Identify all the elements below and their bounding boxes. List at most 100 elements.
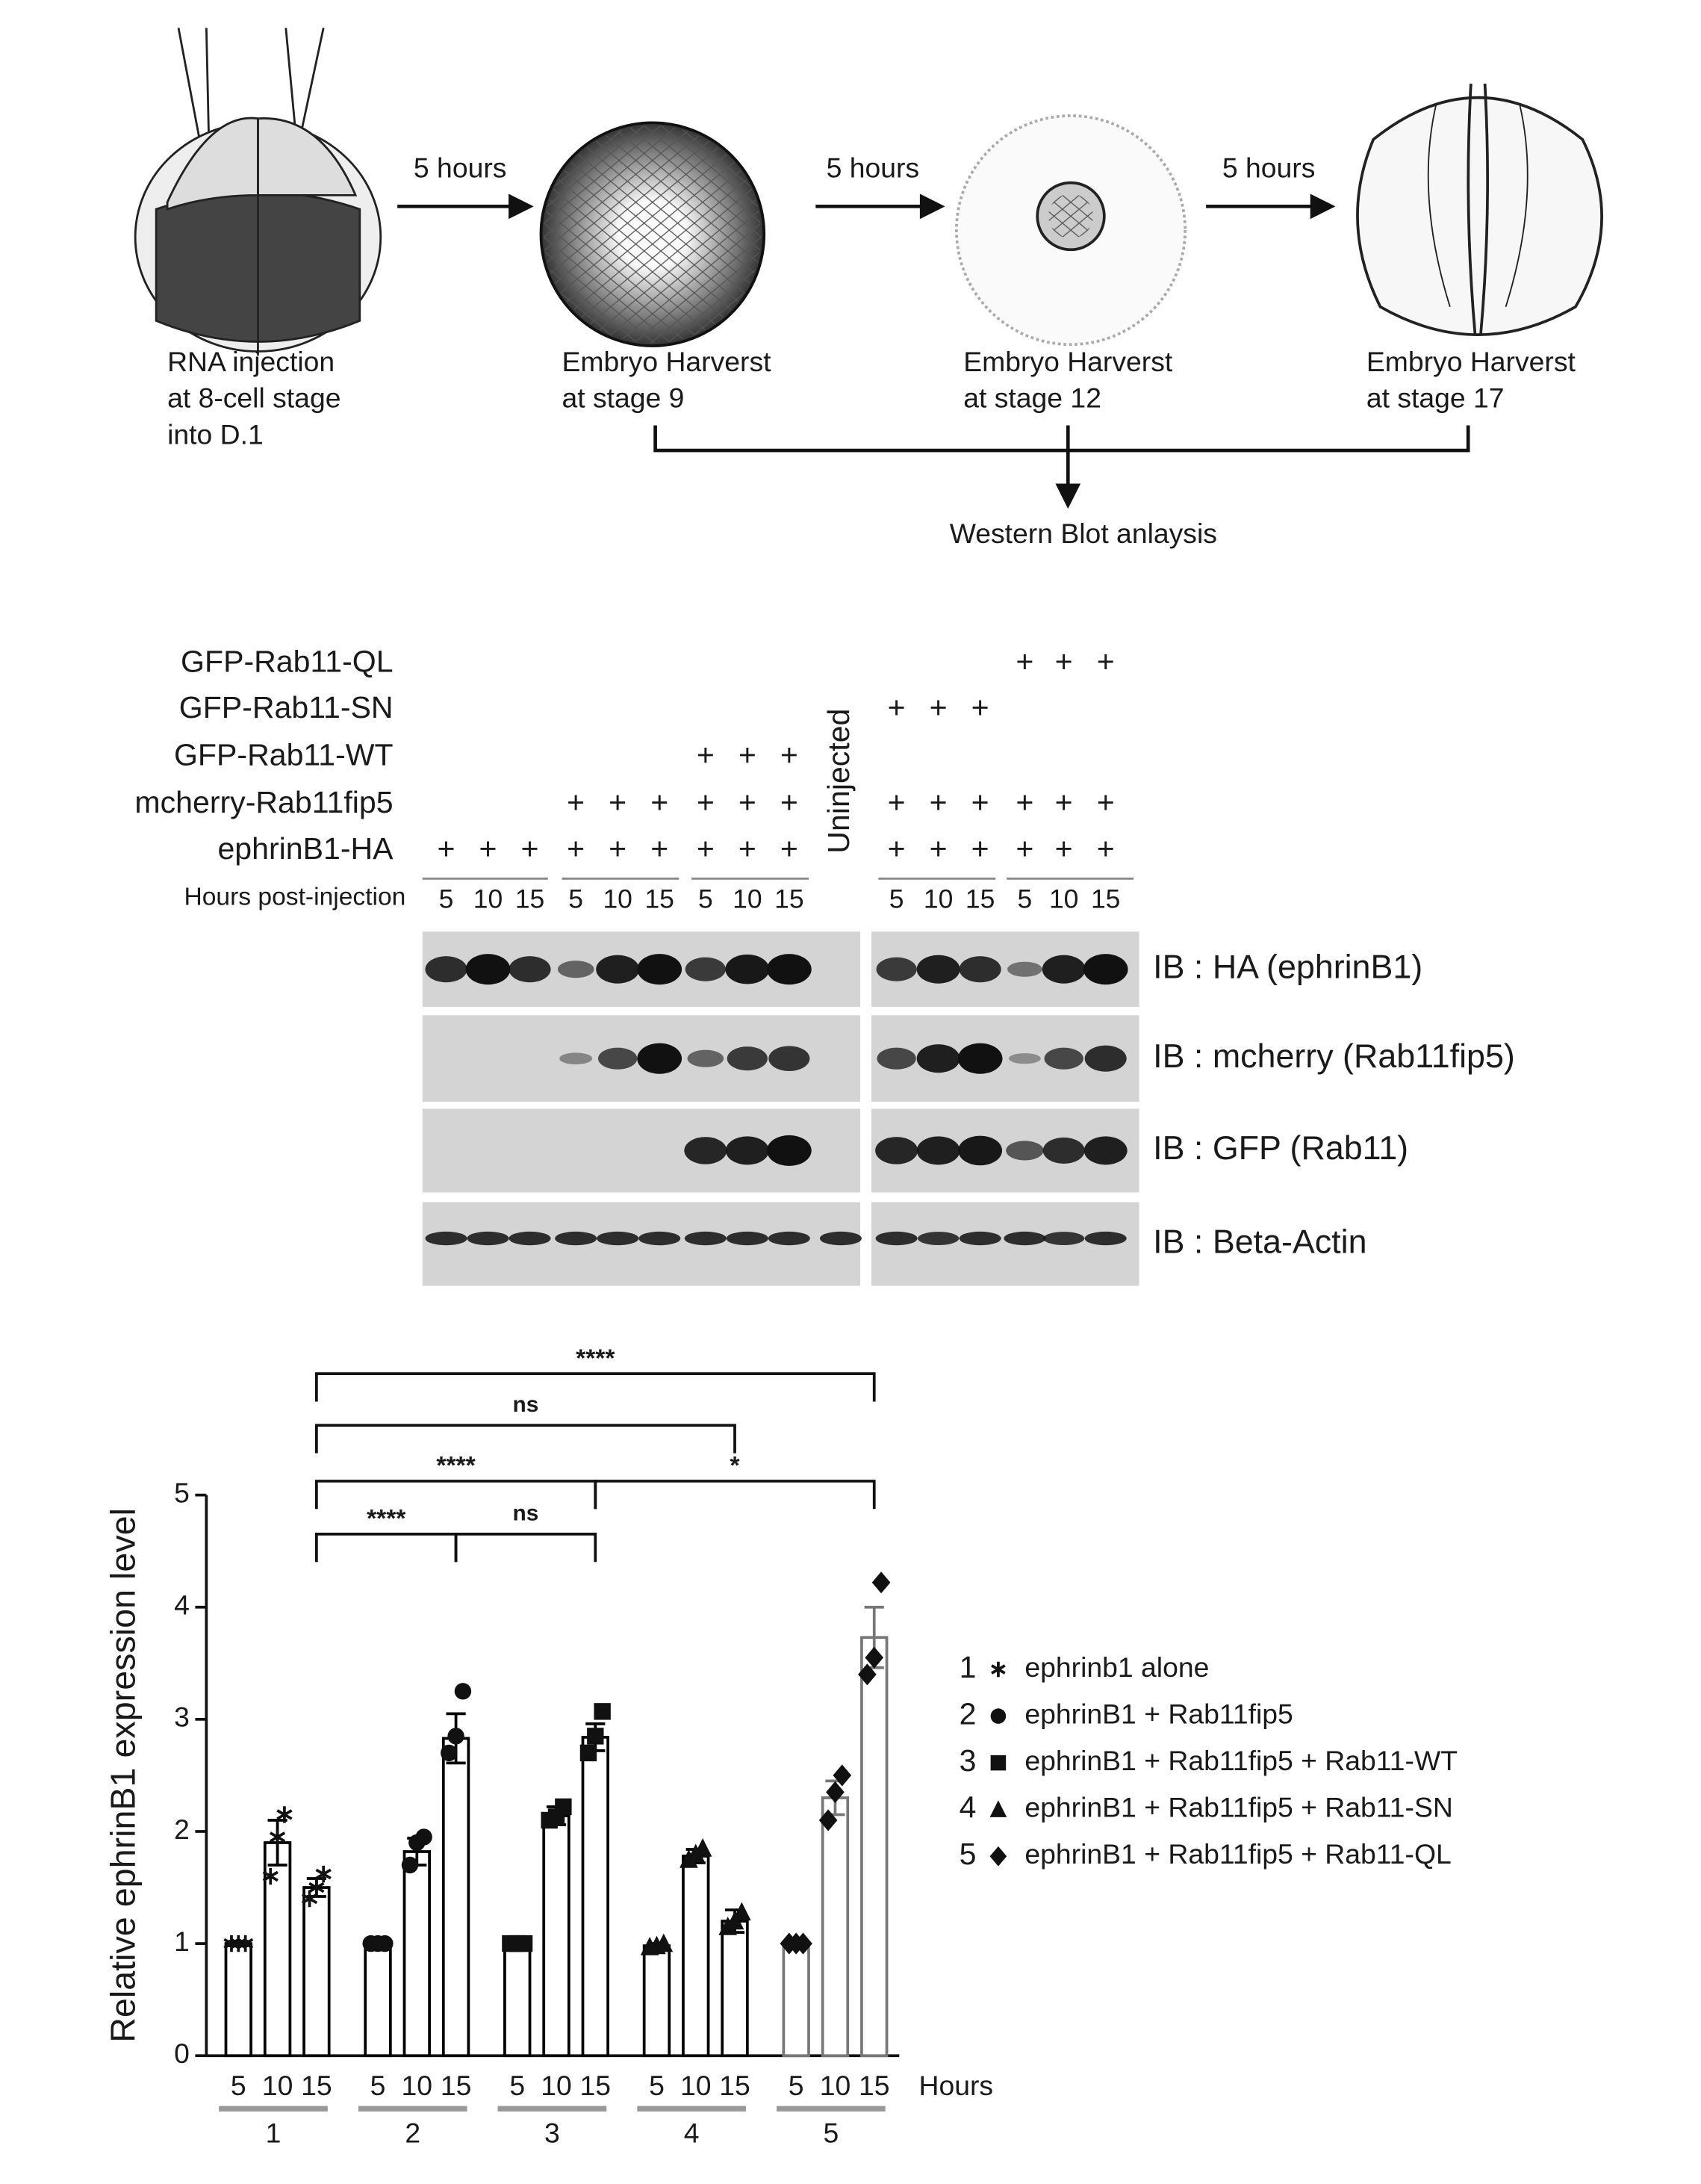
blot-band: [918, 1232, 960, 1246]
blot-band: [726, 1231, 768, 1246]
blot-band: [958, 1135, 1003, 1166]
plus-sign: +: [609, 831, 626, 866]
plus-sign: +: [780, 785, 798, 819]
data-point: [515, 1935, 533, 1952]
plus-sign: +: [888, 831, 906, 866]
data-point: [693, 1838, 712, 1857]
bar: [782, 1942, 810, 2058]
bar: [682, 1855, 710, 2058]
blot-band: [916, 955, 960, 984]
data-point: [733, 1902, 751, 1921]
embryo-stage-9: [539, 121, 766, 347]
plus-sign: +: [738, 785, 756, 819]
legend-number: 5: [960, 1837, 977, 1871]
plus-sign: +: [1097, 645, 1115, 679]
outcome-label: Western Blot anlaysis: [950, 518, 1217, 549]
blot-band: [916, 1136, 960, 1165]
x-tick-label: 15: [719, 2070, 750, 2101]
legend-number: 3: [960, 1743, 977, 1778]
data-point: [376, 1935, 394, 1952]
blot-band: [467, 1231, 509, 1246]
data-point: [555, 1798, 572, 1816]
probe-label: IB : HA (ephrinB1): [1153, 949, 1422, 986]
blot-band: [959, 1231, 1001, 1246]
y-tick-label: 5: [174, 1477, 190, 1508]
significance-bracket: [454, 1533, 597, 1563]
blot-band: [687, 1049, 724, 1067]
bar: [503, 1942, 532, 2058]
uninjected-label: Uninjected: [821, 709, 856, 854]
blot-band: [1042, 955, 1086, 984]
blot-band: [959, 956, 1001, 983]
data-point: [447, 1728, 464, 1745]
hour-label: 5: [698, 884, 713, 914]
plus-sign: +: [650, 831, 668, 866]
data-point: [269, 1828, 286, 1846]
legend-number: 1: [960, 1650, 977, 1684]
significance-bracket: [315, 1533, 458, 1563]
condition-label: GFP-Rab11-SN: [179, 690, 394, 725]
legend-label: ephrinB1 + Rab11fip5: [1024, 1698, 1293, 1729]
data-point: [594, 1703, 611, 1720]
embryo-stage-12: [955, 114, 1187, 347]
data-point: [871, 1572, 891, 1594]
step-caption: into D.1: [167, 418, 264, 450]
hour-label: 5: [568, 884, 583, 914]
x-tick-label: 5: [649, 2070, 665, 2101]
data-point: [587, 1728, 604, 1745]
significance-label: ****: [436, 1452, 476, 1480]
blot-band: [559, 1052, 593, 1065]
legend-label: ephrinB1 + Rab11fip5 + Rab11-WT: [1024, 1745, 1458, 1776]
legend-marker: [989, 1800, 1007, 1817]
plus-sign: +: [738, 831, 756, 866]
blot-band: [598, 1047, 638, 1070]
data-point: [315, 1865, 332, 1883]
blot-band: [684, 1231, 727, 1246]
blot-band: [596, 955, 640, 984]
plus-sign: +: [567, 785, 585, 819]
step-caption: at 8-cell stage: [167, 382, 340, 414]
blot-band: [876, 957, 917, 981]
hour-label: 5: [889, 884, 904, 914]
data-point: [276, 1806, 293, 1823]
blot-band: [725, 954, 770, 984]
x-tick-label: 15: [441, 2070, 472, 2101]
step-caption: RNA injection: [167, 346, 335, 377]
hour-label: 15: [774, 884, 803, 914]
blot-band: [1008, 1053, 1041, 1064]
x-tick-label: 5: [231, 2070, 246, 2101]
group-label: 3: [544, 2118, 560, 2149]
x-tick-label: 5: [789, 2070, 804, 2101]
plus-sign: +: [888, 785, 906, 819]
blot-band: [957, 1043, 1003, 1074]
hour-label: 10: [733, 884, 762, 914]
y-tick-label: 4: [174, 1589, 190, 1621]
blot-band: [1042, 1137, 1085, 1164]
hour-label: 15: [644, 884, 674, 914]
x-tick-label: 15: [580, 2070, 612, 2101]
bar: [642, 1944, 671, 2058]
significance-bracket: [315, 1372, 876, 1402]
legend-marker: [990, 1755, 1007, 1771]
arrow-label: 5 hours: [414, 152, 507, 184]
condition-label: GFP-Rab11-QL: [181, 645, 394, 679]
data-point: [579, 1744, 597, 1762]
plus-sign: +: [1055, 831, 1073, 866]
x-tick-label: 10: [402, 2070, 433, 2101]
y-tick-label: 1: [174, 1926, 190, 1957]
significance-bracket: [594, 1480, 876, 1510]
significance-label: *: [730, 1452, 740, 1480]
blot-band: [684, 1137, 727, 1164]
plus-sign: +: [971, 831, 989, 866]
significance-label: ****: [576, 1344, 615, 1372]
x-axis-title: Hours: [918, 2070, 993, 2101]
blot-band: [509, 1231, 551, 1246]
plus-sign: +: [1016, 831, 1033, 866]
hour-label: 5: [1018, 884, 1033, 914]
x-tick-label: 15: [301, 2070, 332, 2101]
condition-label: mcherry-Rab11fip5: [134, 785, 393, 819]
condition-label: GFP-Rab11-WT: [174, 738, 394, 772]
probe-label: IB : mcherry (Rab11fip5): [1153, 1037, 1515, 1075]
blot-band: [597, 1231, 639, 1246]
x-tick-label: 10: [680, 2070, 712, 2101]
